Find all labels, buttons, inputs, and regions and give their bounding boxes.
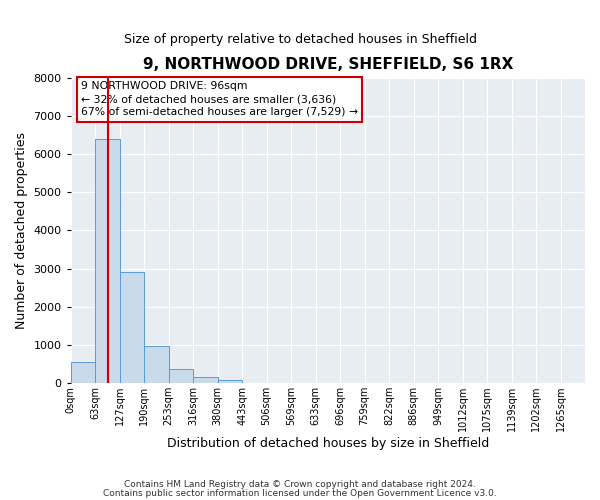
Bar: [119, 272, 144, 383]
Bar: [95, 139, 119, 383]
Text: Contains public sector information licensed under the Open Government Licence v3: Contains public sector information licen…: [103, 489, 497, 498]
Bar: [144, 346, 169, 383]
Bar: [193, 376, 218, 383]
X-axis label: Distribution of detached houses by size in Sheffield: Distribution of detached houses by size …: [167, 437, 489, 450]
Bar: [218, 380, 242, 383]
Bar: [242, 382, 266, 383]
Text: 9 NORTHWOOD DRIVE: 96sqm
← 32% of detached houses are smaller (3,636)
67% of sem: 9 NORTHWOOD DRIVE: 96sqm ← 32% of detach…: [81, 81, 358, 118]
Bar: [169, 369, 193, 383]
Bar: [71, 362, 95, 383]
Text: Contains HM Land Registry data © Crown copyright and database right 2024.: Contains HM Land Registry data © Crown c…: [124, 480, 476, 489]
Y-axis label: Number of detached properties: Number of detached properties: [15, 132, 28, 329]
Title: 9, NORTHWOOD DRIVE, SHEFFIELD, S6 1RX: 9, NORTHWOOD DRIVE, SHEFFIELD, S6 1RX: [143, 58, 513, 72]
Text: Size of property relative to detached houses in Sheffield: Size of property relative to detached ho…: [124, 32, 476, 46]
